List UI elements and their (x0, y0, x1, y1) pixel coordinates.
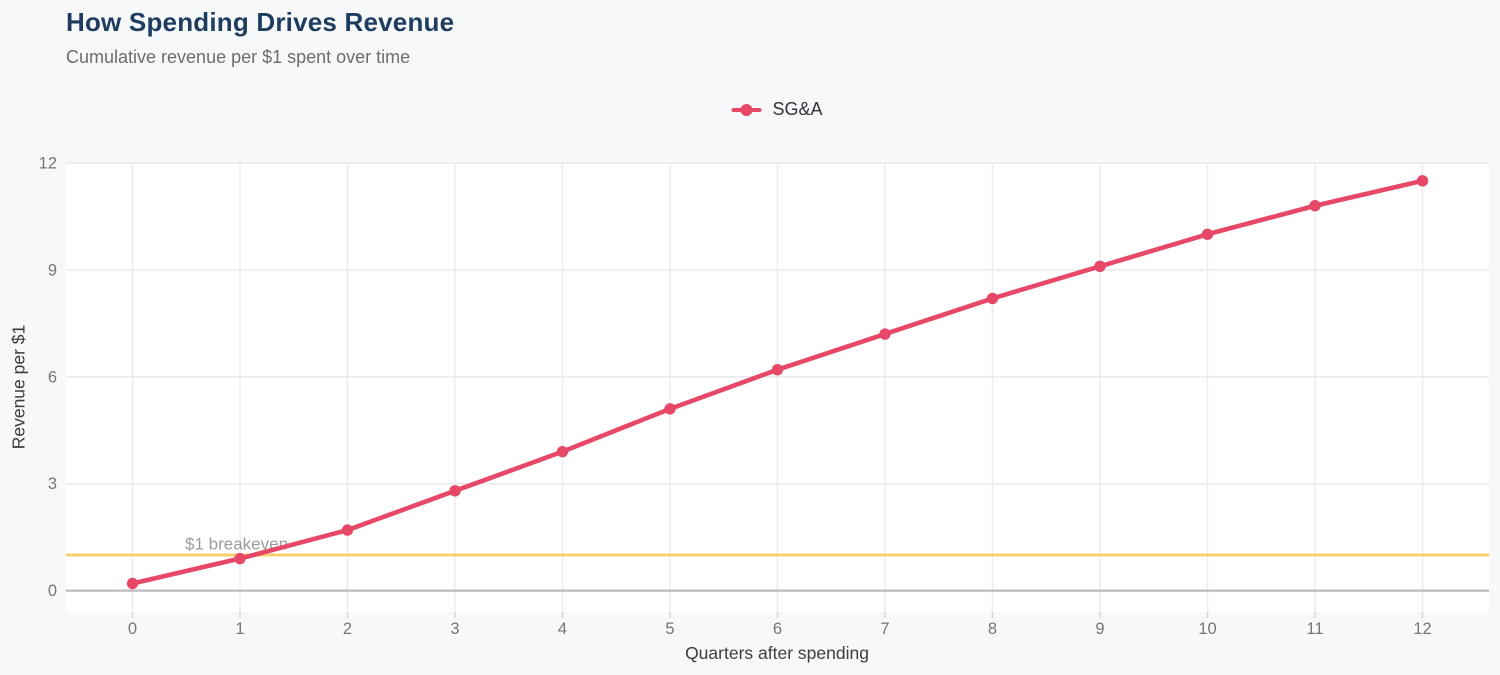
y-tick-label: 0 (48, 582, 57, 600)
x-tick-label: 7 (880, 620, 889, 638)
page-subtitle: Cumulative revenue per $1 spent over tim… (66, 46, 411, 67)
data-point (879, 328, 891, 340)
x-tick-label: 8 (988, 620, 997, 638)
data-point (556, 445, 569, 458)
page-title: How Spending Drives Revenue (66, 7, 455, 37)
x-tick-label: 3 (450, 620, 459, 638)
data-point (449, 485, 461, 497)
data-point (234, 552, 246, 565)
legend-marker-dot (740, 103, 753, 116)
x-tick-label: 1 (235, 620, 244, 638)
x-tick-label: 0 (128, 620, 137, 638)
data-point (771, 363, 784, 376)
data-point (1201, 228, 1214, 240)
x-tick-label: 9 (1095, 620, 1104, 638)
legend-line-dot-icon (731, 103, 762, 116)
breakeven-label: $1 breakeven (185, 534, 288, 553)
x-tick-label: 2 (343, 620, 352, 638)
legend-item-sga[interactable]: SG&A (731, 99, 823, 120)
y-axis-title: Revenue per $1 (8, 324, 29, 450)
legend-label: SG&A (772, 99, 823, 119)
data-point (126, 577, 139, 590)
x-tick-label: 11 (1306, 620, 1323, 638)
x-tick-label: 5 (665, 620, 674, 638)
x-axis-title: Quarters after spending (685, 643, 869, 663)
data-point (341, 524, 354, 536)
chart-legend: SG&A (731, 99, 823, 120)
data-point (664, 403, 676, 415)
y-tick-label: 12 (39, 155, 57, 173)
chart-header: How Spending Drives Revenue Cumulative r… (66, 7, 455, 68)
x-tick-label: 6 (773, 620, 782, 638)
x-tick-label: 12 (1413, 620, 1431, 638)
y-tick-label: 6 (48, 368, 57, 386)
y-tick-label: 9 (48, 261, 57, 279)
data-point (1094, 260, 1106, 273)
y-tick-label: 3 (48, 475, 57, 493)
x-tick-label: 10 (1198, 620, 1216, 638)
data-point (1309, 200, 1321, 212)
x-tick-label: 4 (558, 620, 567, 638)
data-point (1416, 175, 1429, 187)
data-point (986, 292, 999, 305)
